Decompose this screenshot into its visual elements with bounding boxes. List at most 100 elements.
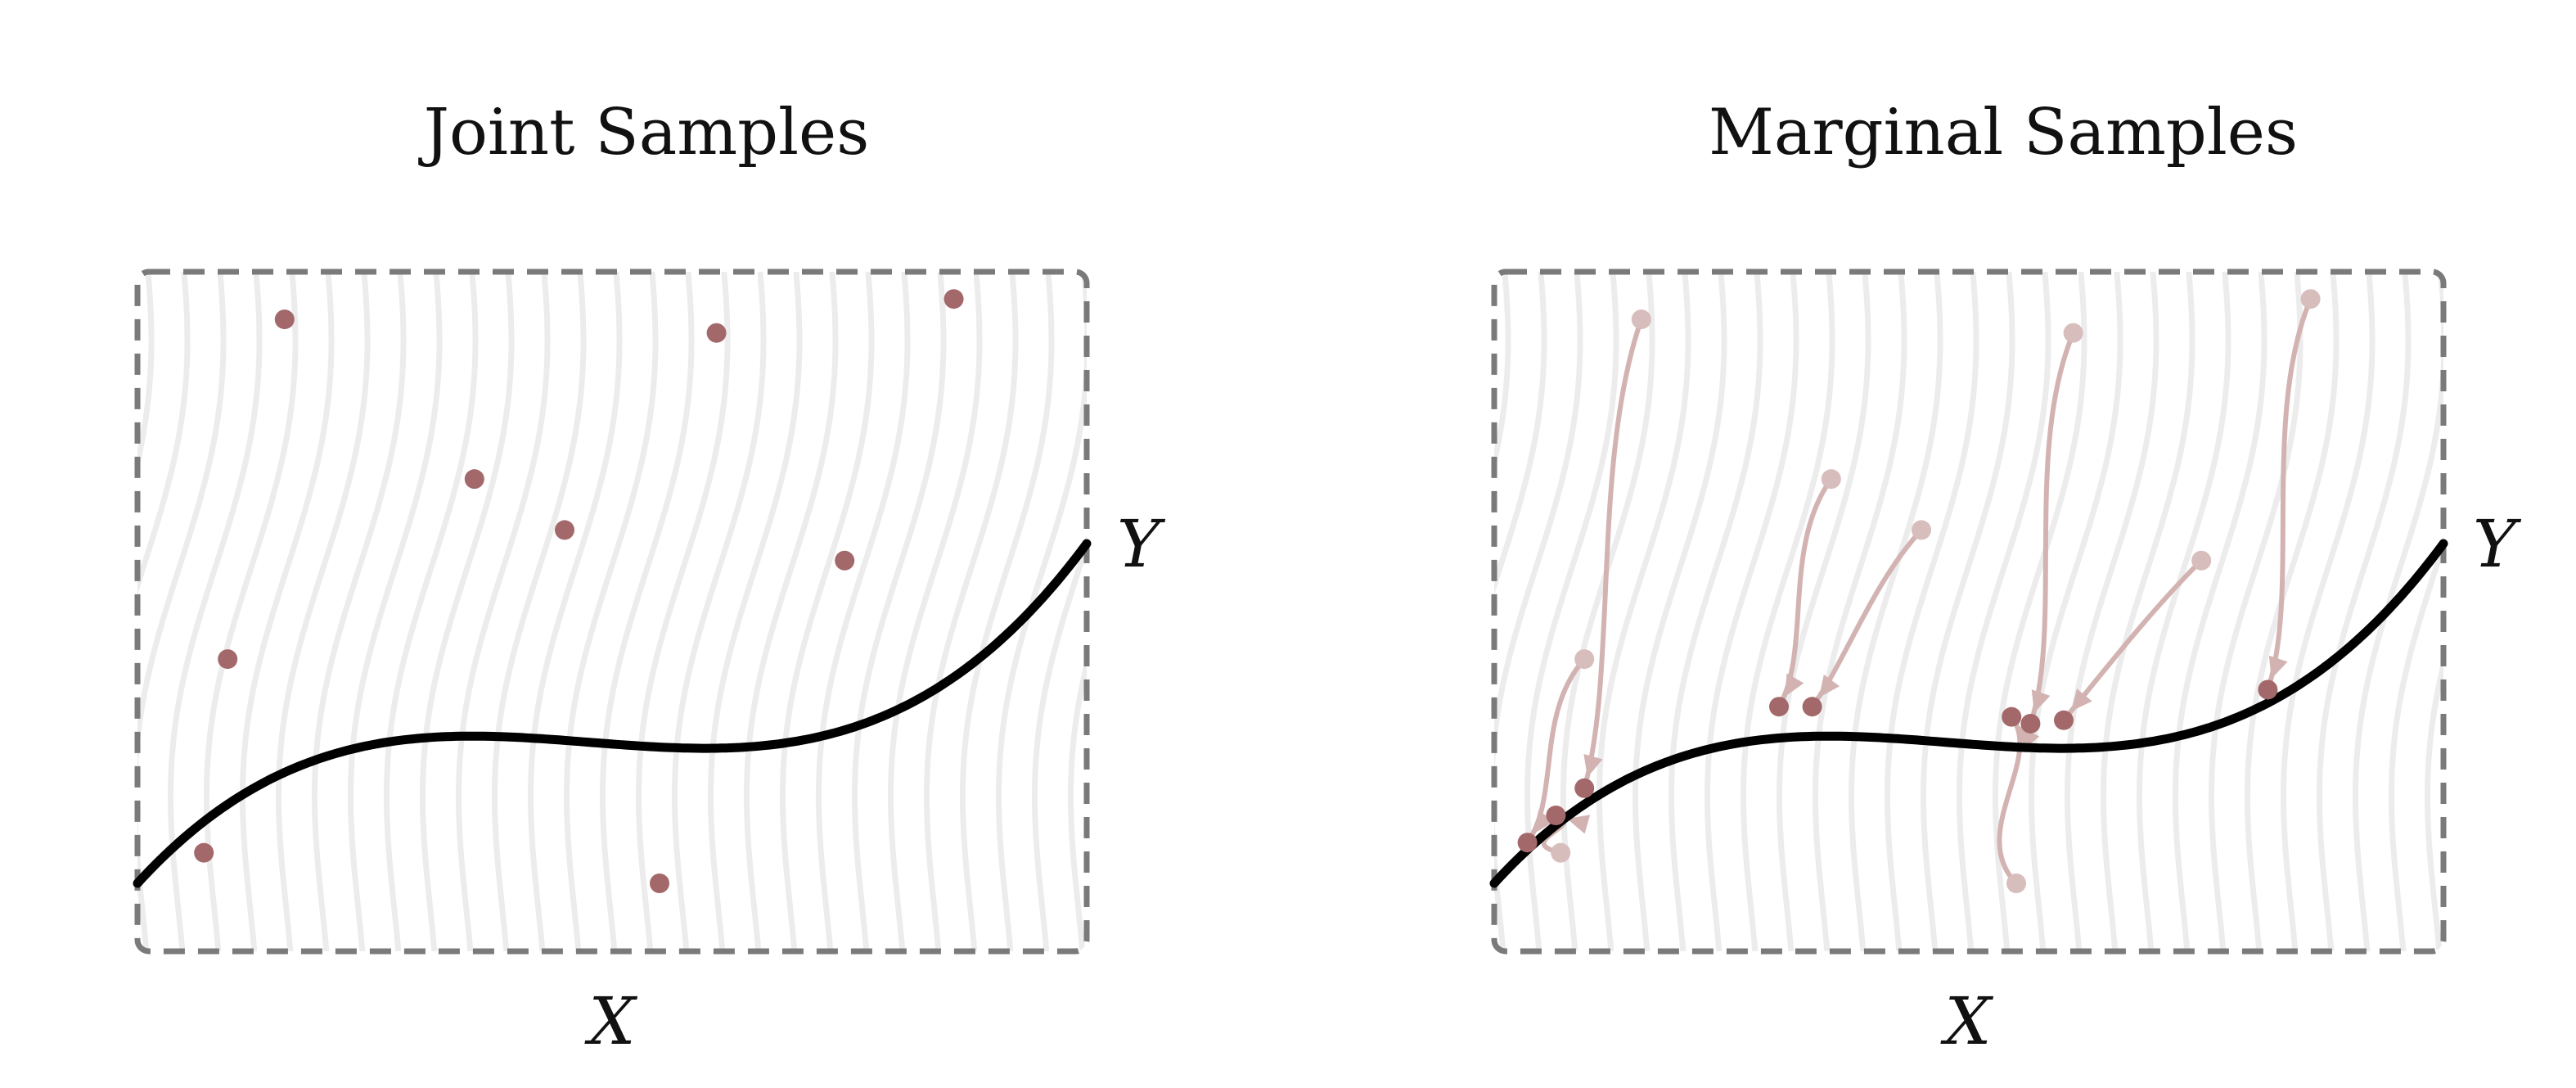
joint-sample-point [835,550,855,571]
background-wave-line [528,272,623,951]
background-wave-line [888,272,983,951]
background-wave-line [1384,272,1473,951]
trajectory-arrowhead [1533,810,1555,833]
trajectory-arrowhead [1566,815,1591,834]
background-wave-line [168,272,263,951]
marginal-source-point [2006,874,2026,893]
background-wave-line [2173,272,2268,951]
background-wave-line [1560,272,1655,951]
marginal-target-point [1802,697,1822,717]
background-wave-line [1494,272,1511,951]
joint-sample-point [464,469,484,490]
background-wave-line [564,272,659,951]
background-wave-line [1741,272,1835,951]
joint-frame [134,269,1090,955]
background-wave-line [1068,272,1087,951]
sample-trajectory [2265,298,2313,691]
background-wave-line [924,272,1019,951]
background-wave-line [0,272,79,951]
trajectory-arrowhead [1784,673,1804,697]
background-wave-line [960,272,1055,951]
background-wave-line [1348,272,1437,951]
background-wave-line [708,272,803,951]
joint-sample-point [943,289,964,309]
background-wave-line [240,272,335,951]
background-wave-line [384,272,479,951]
background-wave-line [2464,272,2553,951]
background-wave-line [137,272,191,951]
background-wave-line [0,272,43,951]
background-wave-line [1885,272,1979,951]
sample-trajectory [2028,332,2076,725]
marginal-source-point [1631,309,1651,330]
background-wave-line [312,272,407,951]
background-wave-line [1312,272,1401,951]
joint-function-curve [133,539,1092,888]
background-wave-line [1777,272,1871,951]
joint-sample-point [274,309,295,330]
background-wave-line [600,272,695,951]
background-wave-line [1107,272,1196,951]
background-wave-line [2317,272,2412,951]
background-wave-line [2065,272,2159,951]
background-wave-line [2425,272,2443,951]
background-wave-line [420,272,515,951]
joint-sample-point [650,874,669,893]
background-wave-line [744,272,839,951]
trajectory-arrowhead [2031,689,2051,713]
joint-background-waves [0,272,1268,951]
background-wave-line [456,272,551,951]
marginal-target-point [1517,833,1538,853]
joint-sample-point [555,520,574,540]
background-wave-line [1669,272,1763,951]
background-wave-line [636,272,731,951]
joint-y-label: Y [1117,506,1166,582]
background-wave-line [780,272,875,951]
marginal-source-point [1574,649,1595,670]
marginal-source-point [1912,520,1931,540]
background-wave-line [816,272,911,951]
marginal-frame [1491,269,2447,955]
background-wave-line [2101,272,2195,951]
marginal-target-point [2054,710,2074,730]
trajectory-arrowhead [2268,655,2288,679]
background-wave-line [276,272,371,951]
background-wave-line [2245,272,2340,951]
background-wave-line [2389,272,2443,951]
marginal-source-point [2191,550,2212,571]
marginal-x-label: X [1940,983,1994,1059]
background-wave-line [1276,272,1365,951]
background-wave-line [204,272,299,951]
marginal-source-point [1821,469,1841,490]
background-wave-line [0,272,7,951]
marginal-target-point [2258,679,2278,700]
marginal-source-point [1551,842,1571,863]
background-wave-line [2500,272,2576,951]
marginal-target-point [1546,806,1566,825]
background-wave-line [1494,272,1583,951]
marginal-background-waves [1276,272,2576,951]
marginal-target-point [1769,697,1789,717]
marginal-source-point [2063,323,2083,343]
background-wave-line [1179,272,1268,951]
marginal-trajectories [1525,298,2313,886]
trajectory-arrowhead [1818,674,1840,697]
background-wave-line [1633,272,1727,951]
background-wave-line [137,272,155,951]
background-wave-line [1813,272,1907,951]
sample-trajectory [1582,318,1644,789]
background-wave-line [852,272,947,951]
background-wave-line [1032,272,1087,951]
trajectory-arrowhead [1583,754,1603,778]
background-wave-line [672,272,767,951]
trajectory-arrowhead [2070,688,2092,711]
background-wave-line [1494,272,1547,951]
background-wave-line [1705,272,1799,951]
background-wave-line [492,272,587,951]
background-wave-line [1596,272,1691,951]
marginal-target-point [1574,778,1595,798]
background-wave-line [27,272,116,951]
background-wave-line [1957,272,2051,951]
marginal-title: Marginal Samples [1709,96,2298,169]
